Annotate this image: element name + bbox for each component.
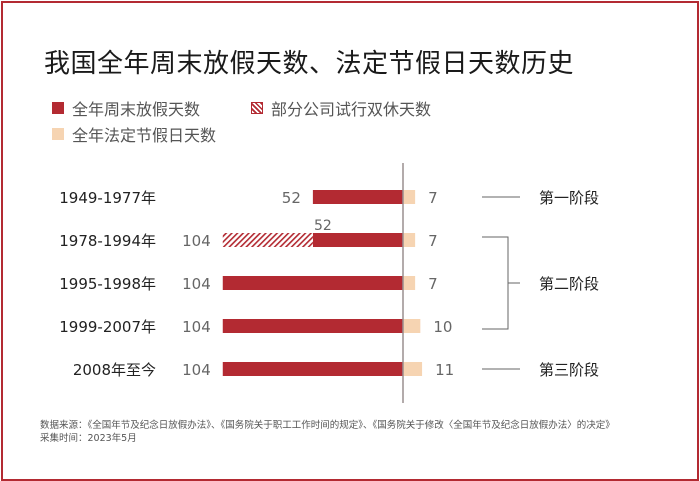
legend-label-trial: 部分公司试行双休天数	[271, 100, 432, 119]
bar-holiday	[403, 319, 421, 333]
footnote: 数据来源：《全国年节及纪念日放假办法》、《国务院关于职工工作时间的规定》、《国务…	[40, 419, 615, 445]
data-label-weekend: 104	[182, 275, 211, 293]
data-label-weekend: 104	[182, 318, 211, 336]
data-label-weekend: 52	[314, 218, 332, 234]
bar-trial	[222, 233, 313, 247]
stage-label: 第一阶段	[539, 189, 599, 207]
data-label-holiday: 11	[435, 361, 454, 379]
legend-item-trial: 部分公司试行双休天数	[251, 96, 431, 120]
bar-weekend	[222, 276, 403, 290]
chart-title: 我国全年周末放假天数、法定节假日天数历史	[44, 49, 575, 79]
bar-holiday	[403, 362, 423, 376]
legend-label-holiday: 全年法定节假日天数	[72, 126, 217, 145]
stage-label: 第二阶段	[539, 275, 599, 293]
legend-item-weekend: 全年周末放假天数	[52, 96, 200, 120]
category-label: 1949-1977年	[59, 189, 156, 207]
category-label: 1978-1994年	[59, 232, 156, 250]
data-label-holiday: 7	[428, 232, 438, 250]
footnote-date: 采集时间：2023年5月	[40, 433, 137, 444]
stage-label: 第三阶段	[539, 361, 599, 379]
bar-holiday	[403, 233, 416, 247]
category-label: 1995-1998年	[59, 275, 156, 293]
legend-label-weekend: 全年周末放假天数	[72, 100, 201, 119]
legend-swatch-weekend	[52, 102, 64, 114]
data-label-holiday: 7	[428, 189, 438, 207]
stage-bracket	[482, 236, 520, 330]
category-label: 2008年至今	[73, 361, 156, 379]
legend-swatch-holiday	[52, 128, 64, 140]
bar-holiday	[403, 276, 416, 290]
category-label: 1999-2007年	[59, 318, 156, 336]
legend-item-holiday: 全年法定节假日天数	[52, 122, 216, 146]
data-label-total: 104	[182, 232, 211, 250]
bar-weekend	[222, 319, 403, 333]
data-label-weekend: 52	[282, 189, 301, 207]
bar-holiday	[403, 190, 416, 204]
data-label-holiday: 10	[433, 318, 452, 336]
bar-weekend	[312, 190, 403, 204]
bar-weekend	[222, 362, 403, 376]
bar-weekend	[312, 233, 403, 247]
legend-swatch-trial	[251, 102, 263, 114]
footnote-source: 数据来源：《全国年节及纪念日放假办法》、《国务院关于职工工作时间的规定》、《国务…	[40, 420, 615, 431]
data-label-holiday: 7	[428, 275, 438, 293]
data-label-weekend: 104	[182, 361, 211, 379]
